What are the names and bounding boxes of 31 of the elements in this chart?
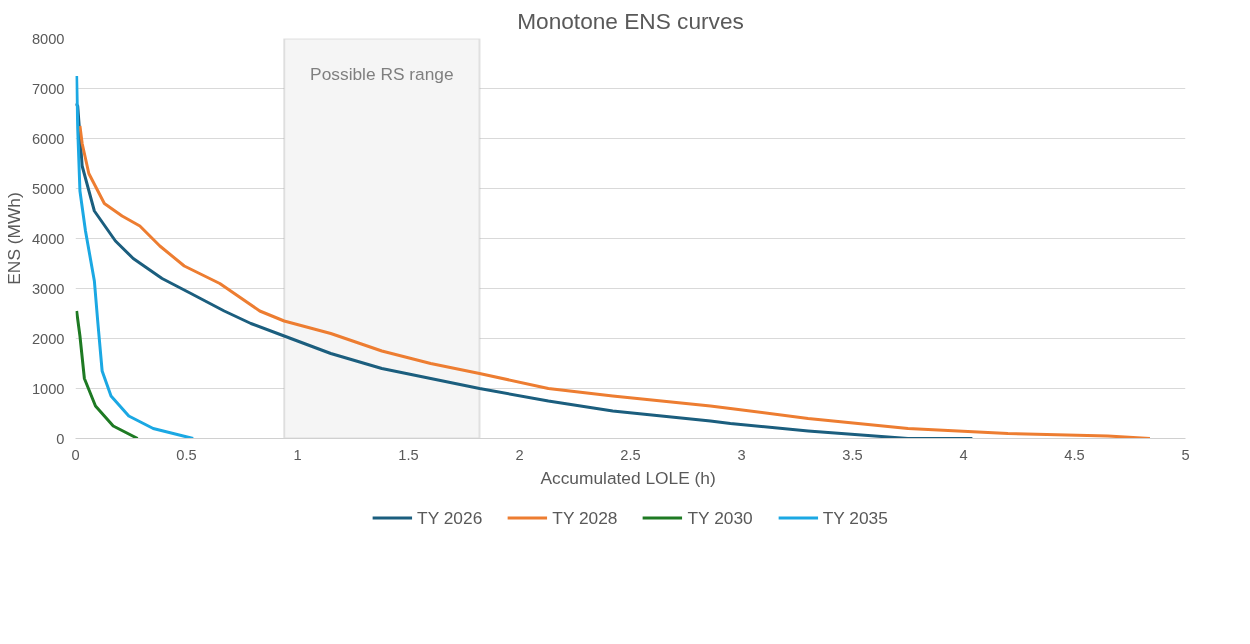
x-tick-label: 0 <box>71 446 80 463</box>
x-tick-label: 2 <box>515 446 524 463</box>
legend-label: TY 2030 <box>687 507 753 528</box>
legend-label: TY 2028 <box>552 507 618 528</box>
x-tick-label: 4.5 <box>1064 446 1085 463</box>
x-tick-label: 3.5 <box>842 446 863 463</box>
x-axis-title: Accumulated LOLE (h) <box>540 467 716 488</box>
line-series <box>75 74 195 439</box>
band-label: Possible RS range <box>310 63 454 84</box>
y-tick-label: 7000 <box>31 80 65 97</box>
y-tick-label: 2000 <box>31 330 65 347</box>
y-tick-label: 6000 <box>31 130 65 147</box>
chart-title: Monotone ENS curves <box>517 7 744 34</box>
legend-label: TY 2026 <box>417 507 483 528</box>
x-tick-label: 0.5 <box>176 446 197 463</box>
x-tick-label: 2.5 <box>620 446 641 463</box>
x-tick-label: 1.5 <box>398 446 419 463</box>
x-tick-label: 1 <box>293 446 302 463</box>
x-tick-label: 4 <box>959 446 968 463</box>
legend-label: TY 2035 <box>822 507 888 528</box>
y-axis-title: ENS (MWh) <box>3 192 24 285</box>
y-tick-label: 3000 <box>31 280 65 297</box>
x-tick-label: 3 <box>737 446 746 463</box>
y-tick-label: 4000 <box>31 230 65 247</box>
y-tick-label: 8000 <box>31 30 65 47</box>
line-series <box>78 124 1152 439</box>
y-tick-label: 5000 <box>31 180 65 197</box>
y-tick-label: 0 <box>56 430 65 447</box>
line-series <box>75 309 140 439</box>
x-tick-label: 5 <box>1181 446 1190 463</box>
y-tick-label: 1000 <box>31 380 65 397</box>
